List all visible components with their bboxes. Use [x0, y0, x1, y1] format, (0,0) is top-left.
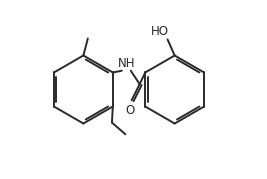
Text: HO: HO	[151, 25, 169, 38]
Text: O: O	[125, 104, 135, 117]
Text: NH: NH	[117, 57, 135, 70]
